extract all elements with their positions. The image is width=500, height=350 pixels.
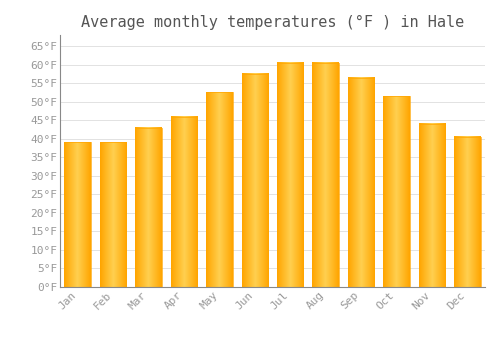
Bar: [170, 117, 197, 287]
Bar: [312, 63, 339, 287]
Bar: [348, 78, 374, 287]
Bar: [100, 142, 126, 287]
Bar: [454, 137, 480, 287]
Bar: [242, 74, 268, 287]
Bar: [383, 96, 409, 287]
Bar: [418, 124, 445, 287]
Bar: [277, 63, 303, 287]
Bar: [64, 142, 91, 287]
Bar: [136, 128, 162, 287]
Bar: [206, 92, 233, 287]
Title: Average monthly temperatures (°F ) in Hale: Average monthly temperatures (°F ) in Ha…: [81, 15, 464, 30]
